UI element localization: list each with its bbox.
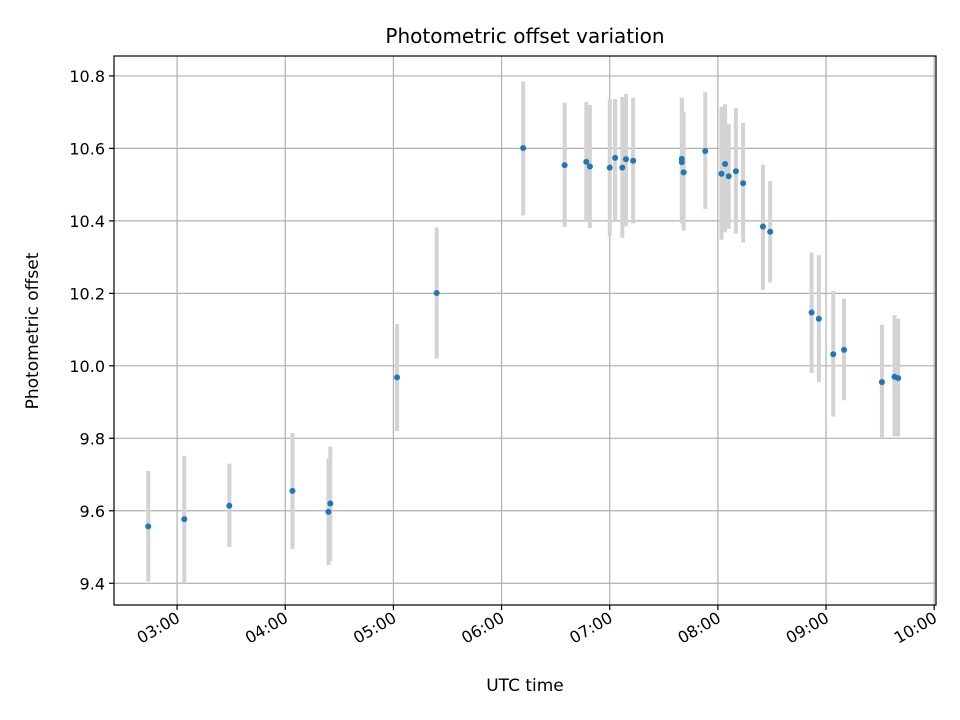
- chart-title: Photometric offset variation: [385, 24, 664, 48]
- data-point: [181, 516, 188, 523]
- y-tick-label: 10.6: [69, 139, 105, 158]
- data-point: [815, 315, 822, 322]
- x-axis: 03:00 04:00 05:00 06:00 07:00 08:00 09:00 10:00: [134, 605, 940, 648]
- x-tick-label: 04:00: [242, 608, 291, 648]
- y-tick-label: 10.4: [69, 212, 105, 231]
- data-point: [394, 374, 401, 381]
- y-tick-label: 10.0: [69, 357, 105, 376]
- y-tick-label: 9.6: [80, 502, 105, 521]
- data-point: [325, 508, 332, 515]
- y-axis-title: Photometric offset: [23, 252, 43, 409]
- x-tick-label: 05:00: [350, 608, 399, 648]
- x-axis-title: UTC time: [486, 676, 564, 696]
- x-tick-label: 08:00: [674, 608, 723, 648]
- data-point: [841, 346, 848, 353]
- data-point: [327, 500, 334, 507]
- data-point: [830, 351, 837, 358]
- data-point: [606, 164, 613, 171]
- y-axis: 9.4 9.6 9.8 10.0 10.2 10.4 10.6 10.8: [69, 67, 114, 593]
- y-tick-label: 9.8: [80, 429, 105, 448]
- data-point: [767, 228, 774, 235]
- x-tick-label: 03:00: [134, 608, 183, 648]
- x-tick-label: 09:00: [783, 608, 832, 648]
- data-point: [732, 168, 739, 175]
- data-point: [586, 163, 593, 170]
- data-point: [561, 162, 568, 169]
- data-point: [145, 523, 152, 530]
- data-point: [878, 379, 885, 386]
- data-point: [678, 159, 685, 166]
- y-tick-label: 10.8: [69, 67, 105, 86]
- data-point: [433, 289, 440, 296]
- x-tick-label: 06:00: [458, 608, 507, 648]
- data-point: [718, 170, 725, 177]
- data-point: [725, 173, 732, 180]
- y-tick-label: 9.4: [80, 574, 105, 593]
- data-point: [895, 375, 902, 382]
- data-point: [226, 502, 233, 509]
- y-tick-label: 10.2: [69, 284, 105, 303]
- data-point: [722, 160, 729, 167]
- data-point: [630, 157, 637, 164]
- error-bars: [146, 81, 901, 584]
- data-point: [619, 164, 626, 171]
- data-point: [680, 169, 687, 176]
- data-point: [612, 154, 619, 161]
- x-tick-label: 10:00: [891, 608, 940, 648]
- data-point: [808, 309, 815, 316]
- data-point: [583, 158, 590, 165]
- data-point: [520, 145, 527, 152]
- plot-frame: [113, 55, 937, 606]
- data-points: [145, 145, 902, 530]
- x-tick-label: 07:00: [566, 608, 615, 648]
- data-point: [740, 180, 747, 187]
- data-point: [289, 487, 296, 494]
- grid: [114, 56, 936, 605]
- data-point: [759, 223, 766, 230]
- data-point: [702, 147, 709, 154]
- data-point: [622, 156, 629, 163]
